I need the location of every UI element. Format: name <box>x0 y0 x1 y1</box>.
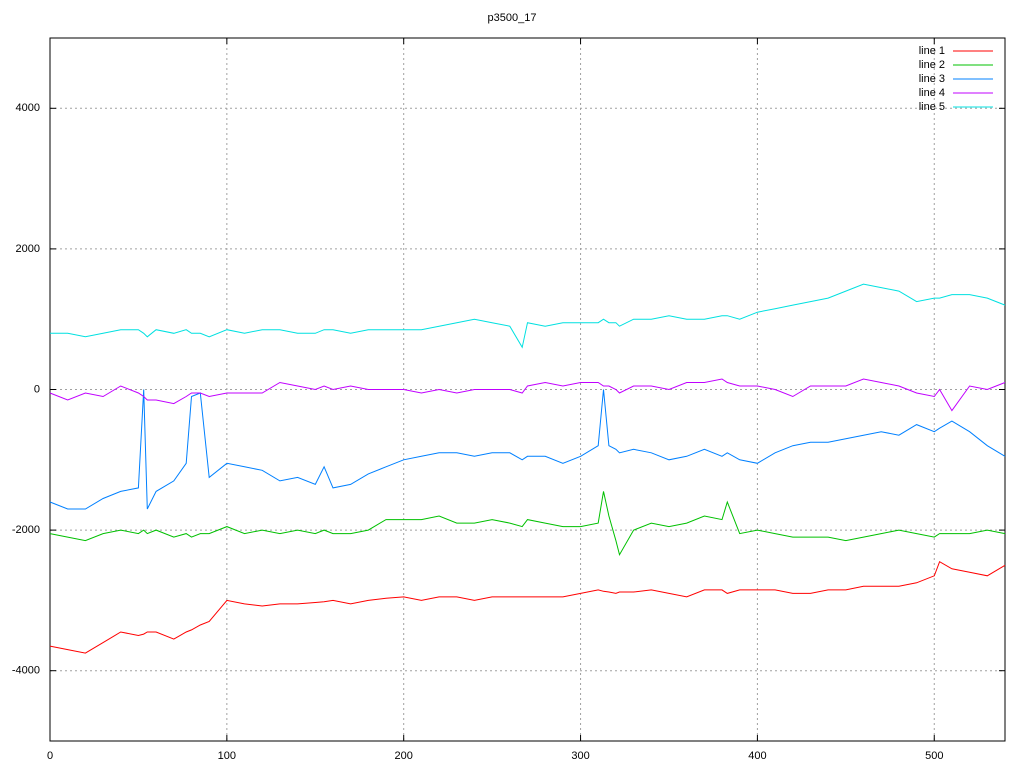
chart-title: p3500_17 <box>488 12 537 24</box>
data-line <box>49 491 1006 557</box>
x-tick-label: 400 <box>748 750 766 762</box>
data-line <box>49 389 1006 510</box>
x-tick-label: 100 <box>218 750 236 762</box>
y-tick-label: -4000 <box>12 665 40 677</box>
legend-label: line 1 <box>919 45 945 57</box>
x-tick-label: 0 <box>47 750 53 762</box>
legend-label: line 2 <box>919 59 945 71</box>
x-tick-label: 300 <box>571 750 589 762</box>
data-line <box>50 283 1006 349</box>
x-tick-label: 500 <box>925 750 943 762</box>
data-line <box>49 560 1006 654</box>
legend-label: line 5 <box>919 101 945 113</box>
legend-label: line 4 <box>919 87 945 99</box>
data-line <box>49 378 1006 412</box>
y-tick-label: 4000 <box>16 102 40 114</box>
y-tick-label: -2000 <box>12 524 40 536</box>
y-tick-label: 2000 <box>16 243 40 255</box>
legend-label: line 3 <box>919 73 945 85</box>
y-tick-label: 0 <box>34 383 40 395</box>
plot-frame <box>49 37 1006 742</box>
x-tick-label: 200 <box>395 750 413 762</box>
